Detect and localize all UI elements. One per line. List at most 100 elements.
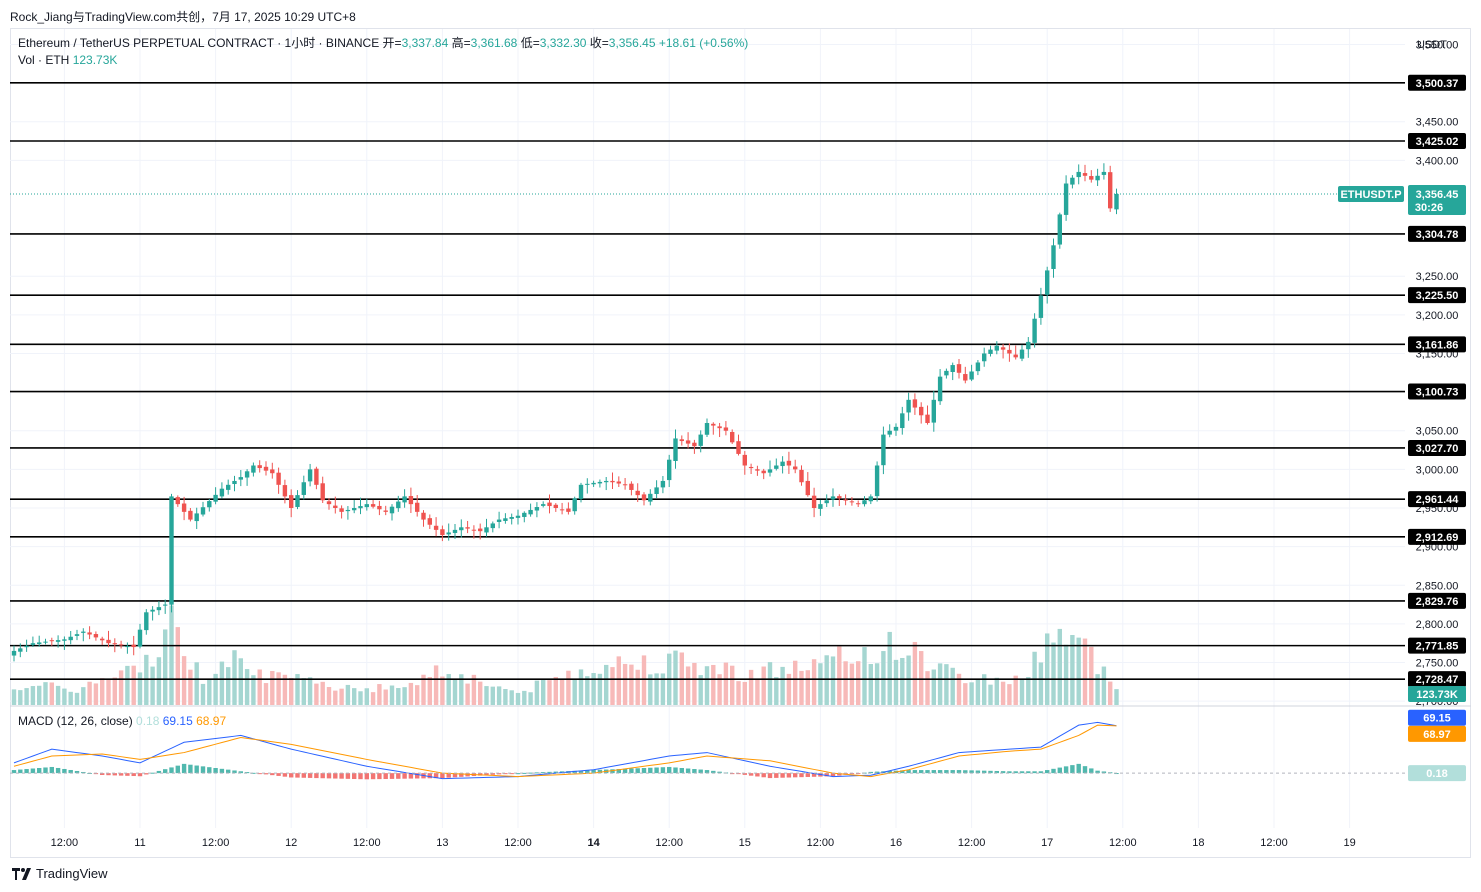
macd-hist-bar (433, 773, 439, 779)
volume-bar (849, 663, 855, 705)
candle-body (906, 399, 911, 413)
x-tick-label: 15 (739, 837, 751, 849)
candle-body (1026, 341, 1031, 350)
macd-hist-bar (320, 773, 325, 779)
volume-bar (402, 687, 407, 705)
y-tick-label: 3,250.00 (1416, 271, 1459, 283)
macd-hist-bar (295, 773, 300, 778)
macd-hist-bar (68, 769, 73, 774)
volume-bar (496, 686, 502, 705)
candle-body (11, 650, 17, 656)
macd-hist-bar (1032, 771, 1037, 774)
volume-bar (881, 651, 886, 705)
macd-hist-bar (547, 771, 552, 774)
x-tick-label: 12 (285, 837, 297, 849)
macd-hist-bar (503, 773, 508, 775)
candle-body (622, 484, 628, 486)
candle-body (408, 496, 414, 505)
volume-bar (559, 679, 565, 705)
macd-hist-bar (900, 770, 905, 774)
macd-hist-bar (326, 773, 332, 779)
volume-bar (194, 662, 199, 705)
macd-hist-bar (685, 768, 691, 774)
volume-bar (755, 679, 760, 705)
footer[interactable]: TradingView (12, 866, 108, 881)
macd-hist-bar (780, 773, 785, 778)
volume-bar (956, 673, 962, 705)
volume-bar (106, 679, 111, 705)
x-tick-label: 17 (1041, 837, 1053, 849)
macd-signal-value: 68.97 (196, 714, 227, 728)
candle-body (799, 469, 804, 483)
macd-hist-bar (62, 768, 67, 774)
candle-body (648, 493, 653, 502)
candle-body (566, 508, 571, 512)
candle-body (1082, 173, 1088, 176)
candle-body (37, 642, 42, 645)
volume-bar (1108, 681, 1113, 705)
macd-hist-bar (824, 773, 829, 777)
candle-body (320, 483, 325, 501)
volume-bar (761, 666, 766, 705)
volume-bar (263, 683, 269, 705)
volume-bar (352, 688, 357, 705)
level-price-label-bg (1408, 383, 1466, 400)
candle-body (742, 454, 747, 466)
level-price-label: 3,027.70 (1416, 443, 1459, 455)
volume-bar (1019, 679, 1025, 705)
candle-body (1013, 354, 1018, 358)
candle-body (509, 517, 514, 519)
macd-hist-bar (226, 769, 231, 774)
signal-line (13, 724, 1117, 778)
volume-bar (994, 677, 999, 705)
candle-body (427, 518, 432, 525)
volume-bar (118, 670, 124, 705)
volume-bar (780, 666, 785, 705)
macd-hist-bar (125, 773, 130, 776)
y-tick-label: 3,000.00 (1416, 464, 1459, 476)
macd-hist-bar (635, 768, 640, 774)
macd-hist-bar (18, 769, 23, 774)
macd-hist-bar (629, 768, 634, 774)
candle-body (931, 399, 936, 423)
macd-hist-bar (396, 773, 401, 779)
chart-caption: Rock_Jiang与TradingView.com共创，7月 17, 2025… (10, 10, 356, 24)
macd-hist-bar (339, 773, 344, 779)
close-value: 3,356.45 (608, 36, 656, 50)
candle-body (345, 509, 351, 512)
macd-hist-bar (74, 770, 80, 774)
signal-value-tag: 68.97 (1423, 729, 1451, 741)
candle-body (818, 504, 823, 509)
macd-hist-bar (118, 773, 124, 776)
macd-hist-bar (175, 765, 180, 774)
candle-body (1038, 295, 1044, 318)
volume-bar (490, 686, 495, 705)
candle-body (736, 441, 741, 454)
candle-body (137, 629, 143, 647)
candle-body (654, 487, 659, 494)
macd-hist-bar (282, 773, 288, 777)
candle-body (887, 430, 892, 435)
x-tick-label: 12:00 (353, 837, 381, 849)
level-price-label: 3,304.78 (1416, 229, 1459, 241)
macd-hist-bar (767, 773, 773, 779)
volume-bar (862, 647, 867, 705)
x-tick-label: 12:00 (655, 837, 683, 849)
level-price-label-bg (1408, 528, 1466, 545)
candle-body (307, 469, 313, 482)
candle-body (717, 426, 722, 429)
candle-body (459, 527, 464, 531)
macd-hist-bar (465, 773, 470, 777)
volume-bar (87, 681, 92, 705)
macd-hist-bar (169, 767, 174, 774)
volume-bar (43, 682, 48, 705)
macd-hist-bar (837, 773, 842, 776)
volume-bar (339, 688, 344, 705)
countdown-label: 30:26 (1415, 202, 1443, 214)
candle-body (1032, 318, 1037, 343)
volume-bar (805, 670, 810, 705)
candle-body (1114, 193, 1119, 210)
macd-hist-bar (427, 773, 432, 779)
candle-body (263, 466, 269, 471)
